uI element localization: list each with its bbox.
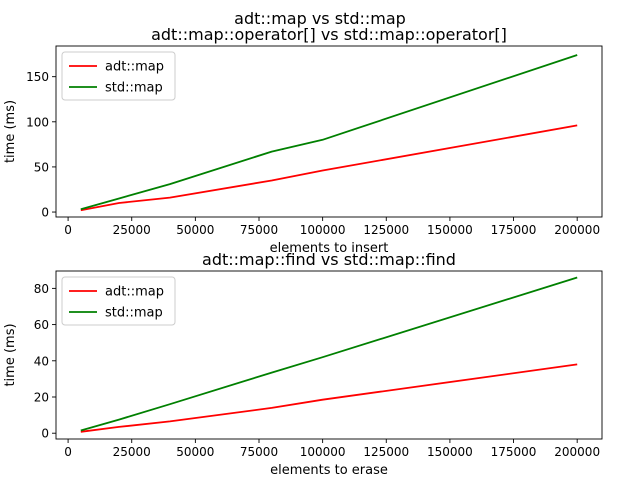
chart-title: adt::map::find vs std::map::find (202, 250, 456, 269)
x-tick-label: 100000 (300, 223, 346, 237)
legend-label-2: std::map (105, 306, 163, 321)
x-tick-label: 150000 (427, 445, 473, 459)
chart-1: adt::map::operator[] vs std::map::operat… (3, 25, 603, 256)
x-tick-label: 175000 (491, 445, 537, 459)
plot-frame (55, 270, 603, 440)
x-tick-label: 125000 (363, 445, 409, 459)
x-tick-label: 200000 (554, 223, 600, 237)
x-tick-label: 125000 (363, 223, 409, 237)
chart-title: adt::map::operator[] vs std::map::operat… (151, 25, 507, 44)
y-tick-label: 80 (34, 282, 49, 296)
legend-label-1: adt::map (105, 60, 164, 75)
x-tick-label: 25000 (113, 445, 151, 459)
x-tick-label: 100000 (300, 445, 346, 459)
series-line-2 (80, 276, 578, 432)
legend-box (61, 276, 176, 326)
y-tick-label: 0 (41, 206, 49, 220)
figure-title: adt::map vs std::map (234, 9, 406, 28)
x-tick-label: 50000 (176, 223, 214, 237)
x-tick-label: 175000 (491, 223, 537, 237)
x-axis-label: elements to erase (270, 463, 388, 478)
y-tick-label: 0 (41, 427, 49, 441)
x-tick-label: 200000 (554, 445, 600, 459)
series-line-1 (80, 363, 578, 433)
x-tick-label: 75000 (240, 445, 278, 459)
series-line-2 (80, 54, 578, 211)
y-tick-label: 50 (34, 160, 49, 174)
x-tick-label: 0 (64, 223, 72, 237)
plot-frame (55, 45, 603, 218)
y-axis-label: time (ms) (3, 100, 18, 163)
y-tick-label: 20 (34, 391, 49, 405)
legend-label-2: std::map (105, 81, 163, 96)
x-axis-label: elements to insert (270, 241, 389, 256)
x-tick-label: 0 (64, 445, 72, 459)
y-axis-label: time (ms) (3, 323, 18, 386)
legend-label-1: adt::map (105, 285, 164, 300)
x-tick-label: 150000 (427, 223, 473, 237)
y-tick-label: 60 (34, 318, 49, 332)
y-tick-label: 40 (34, 354, 49, 368)
y-tick-label: 100 (26, 115, 49, 129)
x-tick-label: 25000 (113, 223, 151, 237)
legend-box (61, 51, 176, 101)
x-tick-label: 50000 (176, 445, 214, 459)
x-tick-label: 75000 (240, 223, 278, 237)
y-tick-label: 150 (26, 70, 49, 84)
series-line-1 (80, 124, 578, 212)
